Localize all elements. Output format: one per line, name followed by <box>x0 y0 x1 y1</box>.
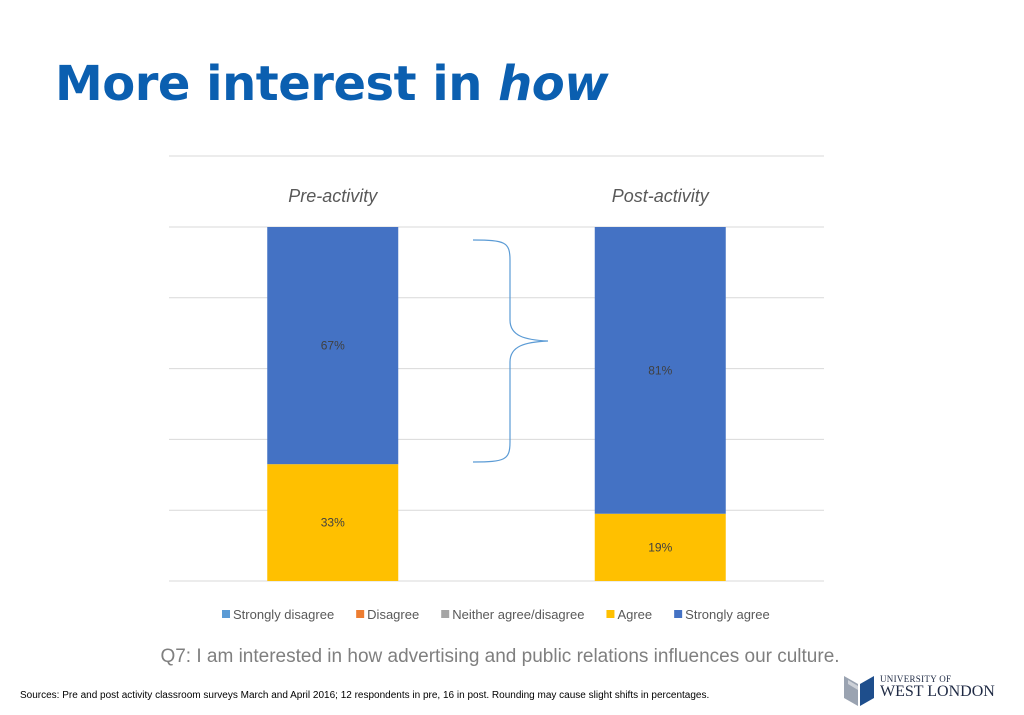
data-label: 67% <box>321 339 345 353</box>
stacked-bar-chart: Pre-activity 33% 67% Post-activity 19% 81% Str… <box>169 155 824 622</box>
category-label: Post-activity <box>612 186 710 206</box>
bar-segment <box>267 464 399 581</box>
title-main: More interest in <box>55 56 499 112</box>
logo-line2: WEST LONDON <box>880 683 995 700</box>
data-label: 33% <box>321 516 345 530</box>
legend-swatch <box>606 610 615 618</box>
category-label: Pre-activity <box>288 186 378 206</box>
bar-segment <box>594 513 726 581</box>
title-emphasis: how <box>498 56 609 112</box>
shield-logo-icon <box>844 676 874 706</box>
legend-label: Strongly disagree <box>233 607 334 622</box>
legend-label: Agree <box>617 607 652 622</box>
university-logo: UNIVERSITY OF WEST LONDON <box>842 670 1007 710</box>
legend-swatch <box>222 610 230 618</box>
bar-segment <box>267 227 399 465</box>
logo-line1: UNIVERSITY OF <box>880 674 952 684</box>
data-label: 19% <box>648 540 672 554</box>
brace-annotation <box>472 239 549 463</box>
bar-segment <box>594 227 726 514</box>
legend-swatch <box>356 610 365 618</box>
survey-question: Q7: I am interested in how advertising a… <box>160 646 840 667</box>
legend-label: Neither agree/disagree <box>452 607 584 622</box>
legend-label: Disagree <box>367 607 419 622</box>
slide-title: More interest in how <box>55 56 609 112</box>
legend-label: Strongly agree <box>685 607 770 622</box>
sources-footnote: Sources: Pre and post activity classroom… <box>20 690 710 701</box>
data-label: 81% <box>648 363 672 377</box>
legend-swatch <box>441 610 450 618</box>
legend-swatch <box>674 610 683 618</box>
